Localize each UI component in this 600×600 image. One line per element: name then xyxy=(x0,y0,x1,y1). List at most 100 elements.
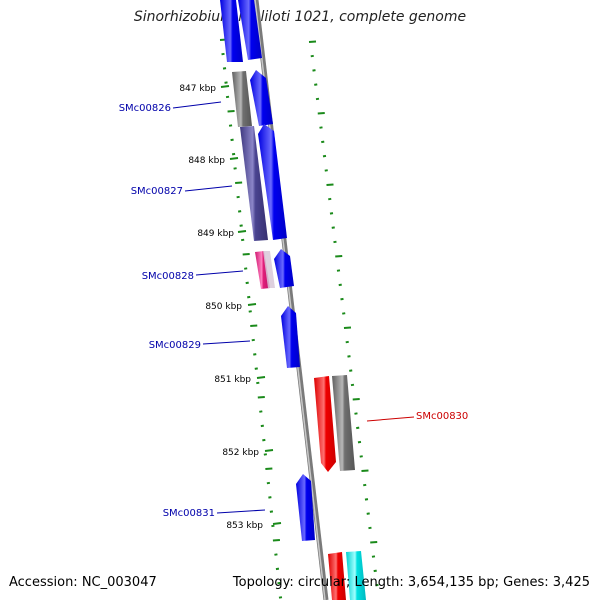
ruler-tick-label: 849 kbp xyxy=(197,229,234,239)
ring-tick xyxy=(308,40,317,43)
ring-tick xyxy=(350,383,355,387)
ring-tick xyxy=(230,138,234,142)
ring-tick xyxy=(272,539,280,542)
cds-feature[interactable] xyxy=(240,126,268,241)
ring-right xyxy=(308,40,379,587)
ring-tick xyxy=(336,269,341,272)
gene-arrow[interactable] xyxy=(250,70,273,126)
gene-arrow[interactable] xyxy=(238,0,262,60)
ring-tick xyxy=(275,567,280,571)
ruler-tick-label: 848 kbp xyxy=(188,156,225,166)
ring-tick xyxy=(251,338,255,342)
ring-tick xyxy=(361,469,369,472)
ring-tick xyxy=(244,267,248,270)
ring-tick xyxy=(269,510,274,513)
ring-tick xyxy=(245,281,249,285)
tick-mark xyxy=(229,157,239,160)
tick-mark xyxy=(272,522,282,525)
ring-tick xyxy=(329,212,334,215)
ruler-tick-label: 852 kbp xyxy=(222,448,259,458)
ruler-tick-label: 850 kbp xyxy=(205,302,242,312)
ring-tick xyxy=(233,167,237,170)
ring-tick xyxy=(259,410,263,413)
ring-tick xyxy=(278,596,283,599)
ring-tick xyxy=(231,152,236,156)
ring-tick xyxy=(331,226,335,229)
ruler: 847 kbp 848 kbp 849 kbp 850 kbp 851 kbp … xyxy=(179,84,282,531)
ring-tick xyxy=(319,126,323,129)
gene-arrow[interactable] xyxy=(258,124,287,240)
gene-label-smc00829[interactable]: SMc00829 xyxy=(149,340,201,351)
cds-feature[interactable] xyxy=(232,71,252,127)
tick-mark xyxy=(256,376,266,379)
ring-tick xyxy=(277,581,281,585)
ring-tick xyxy=(227,110,235,113)
ring-tick xyxy=(265,467,273,470)
gene-arrow[interactable] xyxy=(314,376,336,472)
ring-left xyxy=(219,38,283,599)
ring-tick xyxy=(257,396,265,399)
tick-mark xyxy=(237,230,247,233)
ring-tick xyxy=(224,81,228,84)
gene-label-smc00828[interactable]: SMc00828 xyxy=(142,271,194,282)
ring-tick xyxy=(253,353,257,356)
ring-tick xyxy=(274,553,278,556)
cds-feature[interactable] xyxy=(346,551,366,600)
gene-arrow[interactable] xyxy=(296,474,315,541)
ring-tick xyxy=(242,253,250,256)
gene-arrow[interactable] xyxy=(274,249,294,288)
ring-tick xyxy=(241,238,245,242)
ring-tick xyxy=(340,297,344,301)
ring-tick xyxy=(256,381,260,385)
ring-tick xyxy=(254,367,258,370)
ring-tick xyxy=(237,210,242,213)
ring-tick xyxy=(359,455,363,458)
gene-label-smc00830[interactable]: SMc00830 xyxy=(416,411,468,422)
gene-arrow[interactable] xyxy=(281,306,300,368)
cds-feature[interactable] xyxy=(220,0,243,62)
gene-label-smc00831[interactable]: SMc00831 xyxy=(163,508,215,519)
ring-tick xyxy=(326,183,334,186)
ring-tick xyxy=(373,569,377,573)
gene-label-smc00827[interactable]: SMc00827 xyxy=(131,186,183,197)
cds-feature[interactable] xyxy=(332,375,355,471)
ruler-tick-label: 851 kbp xyxy=(214,375,251,385)
ring-tick xyxy=(333,240,337,244)
ring-tick xyxy=(352,398,360,401)
ring-tick xyxy=(356,426,360,430)
cds-feature[interactable] xyxy=(263,251,275,288)
cds-track xyxy=(220,0,275,289)
topology-text: Topology: circular; Length: 3,654,135 bp… xyxy=(232,575,590,590)
ring-tick xyxy=(364,498,369,501)
ring-tick xyxy=(354,412,358,415)
ring-tick xyxy=(317,112,325,115)
ring-tick xyxy=(266,481,271,485)
ring-tick xyxy=(250,324,258,327)
ring-tick xyxy=(375,583,379,587)
ring-tick xyxy=(271,524,275,528)
ring-tick xyxy=(370,541,378,544)
ring-tick xyxy=(310,54,314,58)
ring-tick xyxy=(228,124,233,127)
ring-tick xyxy=(321,140,325,144)
ruler-tick-label: 853 kbp xyxy=(226,521,263,531)
ring-tick xyxy=(268,496,272,499)
gene-label-smc00826[interactable]: SMc00826 xyxy=(119,103,171,114)
ring-tick xyxy=(342,312,346,315)
gene-track-reverse xyxy=(238,0,315,541)
ring-tick xyxy=(324,169,328,172)
ruler-tick-label: 847 kbp xyxy=(179,84,216,94)
ring-tick xyxy=(371,555,376,558)
ring-tick xyxy=(338,283,342,287)
ring-tick xyxy=(221,52,225,56)
ring-tick xyxy=(363,483,367,487)
ring-tick xyxy=(248,310,252,313)
cds-feature[interactable] xyxy=(255,251,270,289)
accession-text: Accession: NC_003047 xyxy=(9,575,157,590)
ring-tick xyxy=(235,181,243,184)
ring-tick xyxy=(260,424,264,428)
ring-tick xyxy=(322,154,327,158)
ring-tick xyxy=(328,197,332,201)
gene-arrow[interactable] xyxy=(328,552,346,600)
